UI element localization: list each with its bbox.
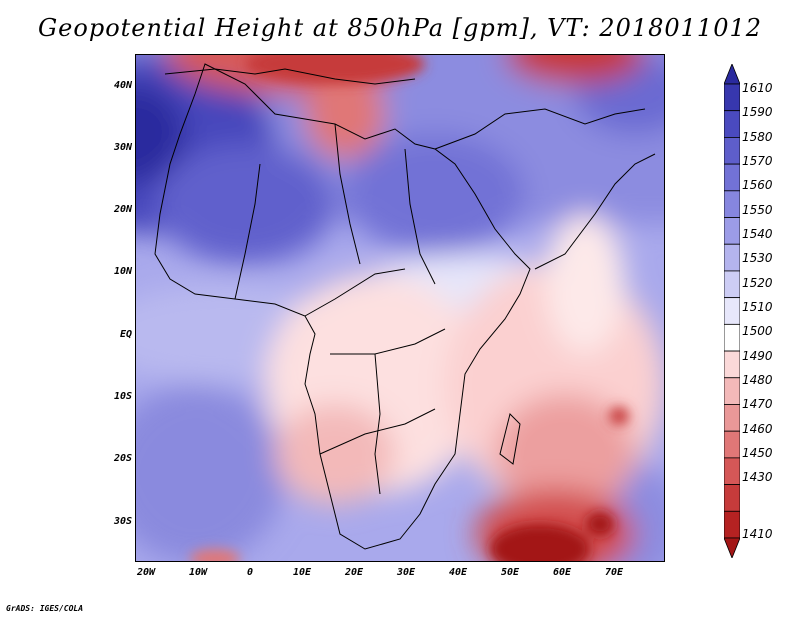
colorbar-cell xyxy=(724,270,740,299)
colorbar-cell xyxy=(724,404,740,432)
colorbar-cell xyxy=(724,510,740,539)
colorbar-label-1510: 1510 xyxy=(742,300,773,314)
lon-label-40e: 40E xyxy=(448,567,468,578)
colorbar-label-1470: 1470 xyxy=(742,397,773,411)
colorbar-label-1580: 1580 xyxy=(742,130,773,144)
colorbar-label-1530: 1530 xyxy=(742,251,773,265)
colorbar-cell xyxy=(724,350,740,379)
lon-label-20e: 20E xyxy=(344,567,364,578)
lat-label-20s: 20S xyxy=(113,453,132,464)
lon-label-50e: 50E xyxy=(500,567,520,578)
colorbar-label-1490: 1490 xyxy=(742,349,773,363)
colorbar-cell xyxy=(724,83,740,112)
colorbar-label-1520: 1520 xyxy=(742,276,773,290)
colorbar-cell xyxy=(724,323,740,352)
lat-label-10n: 10N xyxy=(113,266,132,277)
lat-label-eq: EQ xyxy=(119,329,132,340)
colorbar-label-1550: 1550 xyxy=(742,203,773,217)
geopotential-map xyxy=(135,54,665,562)
colorbar-cell xyxy=(724,243,740,272)
colorbar-cell xyxy=(724,484,740,512)
colorbar-cell xyxy=(724,297,740,325)
grads-credit: GrADS: IGES/COLA xyxy=(6,604,84,613)
colorbar-label-1410: 1410 xyxy=(742,527,773,541)
lon-label-20w: 20W xyxy=(136,567,156,578)
colorbar-bottom-triangle xyxy=(724,537,740,558)
colorbar-cell xyxy=(724,163,740,192)
lat-label-30n: 30N xyxy=(113,142,132,153)
lat-label-20n: 20N xyxy=(113,204,132,215)
colorbar-top-triangle xyxy=(724,64,740,85)
lon-label-30e: 30E xyxy=(396,567,416,578)
colorbar-cell xyxy=(724,110,740,138)
lon-label-70e: 70E xyxy=(604,567,624,578)
colorbar xyxy=(724,64,740,558)
colorbar-label-1570: 1570 xyxy=(742,154,773,168)
colorbar-label-1610: 1610 xyxy=(742,81,773,95)
lon-label-10w: 10W xyxy=(188,567,208,578)
lon-label-10e: 10E xyxy=(292,567,312,578)
colorbar-cell xyxy=(724,377,740,405)
colorbar-cell xyxy=(724,137,740,165)
colorbar-label-1560: 1560 xyxy=(742,178,773,192)
map-title: Geopotential Height at 850hPa [gpm], VT:… xyxy=(38,14,762,42)
colorbar-cell xyxy=(724,457,740,485)
lat-label-40n: 40N xyxy=(113,80,132,91)
colorbar-cell xyxy=(724,190,740,218)
colorbar-label-1480: 1480 xyxy=(742,373,773,387)
colorbar-label-1460: 1460 xyxy=(742,422,773,436)
lon-label-60e: 60E xyxy=(552,567,572,578)
colorbar-label-1540: 1540 xyxy=(742,227,773,241)
lat-label-30s: 30S xyxy=(113,516,132,527)
colorbar-label-1430: 1430 xyxy=(742,470,773,484)
lat-label-10s: 10S xyxy=(113,391,132,402)
colorbar-cell xyxy=(724,217,740,245)
colorbar-cell xyxy=(724,430,740,459)
colorbar-label-1450: 1450 xyxy=(742,446,773,460)
colorbar-label-1500: 1500 xyxy=(742,324,773,338)
lon-label-0: 0 xyxy=(246,567,254,578)
colorbar-label-1590: 1590 xyxy=(742,105,773,119)
